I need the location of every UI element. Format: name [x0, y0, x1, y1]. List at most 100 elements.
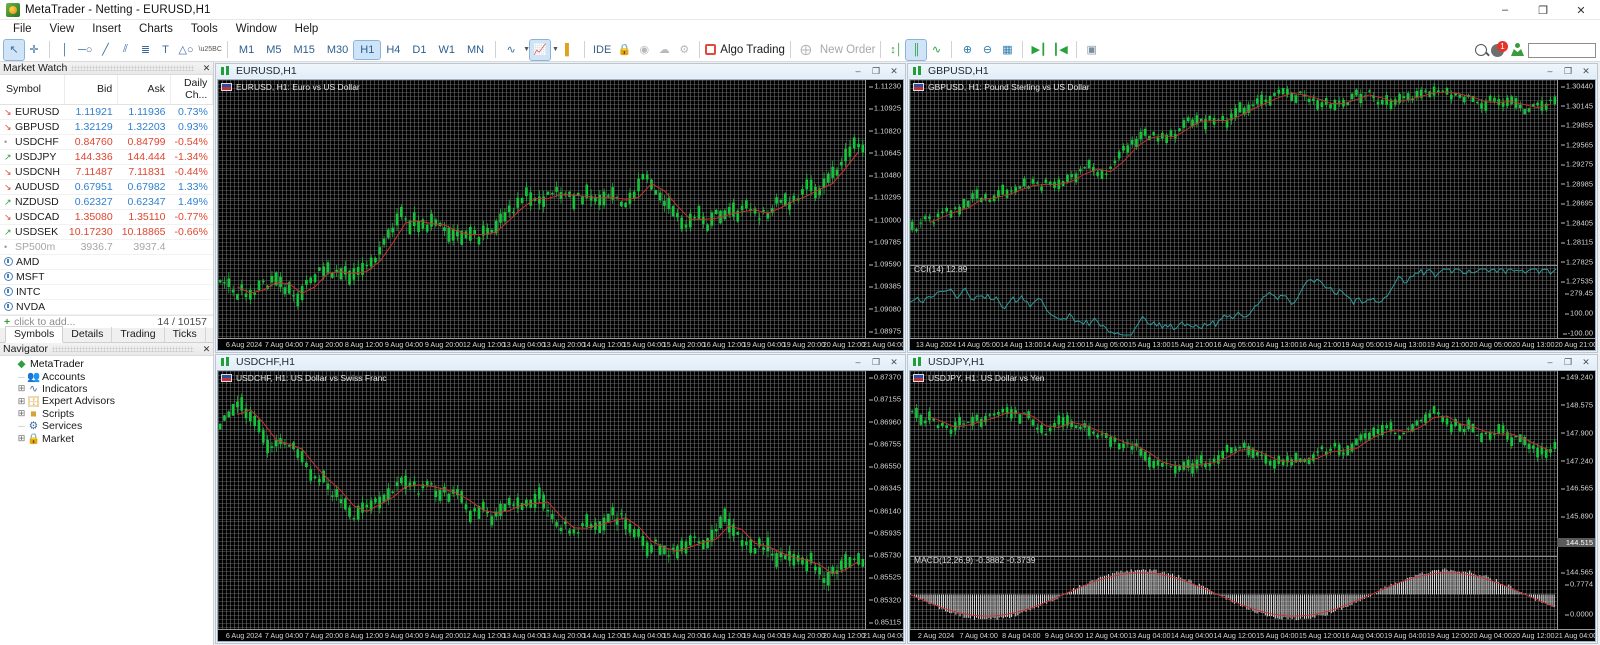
symbol-name[interactable]: ↘ AUDUSD [0, 179, 65, 195]
shapes-dropdown-icon[interactable]: \u25BC [198, 46, 222, 53]
timeframe-m30[interactable]: M30 [326, 43, 349, 56]
chart-window-eurusd[interactable]: EURUSD,H1 – ❐ ✕ EURUSD, H1: Euro vs US Dolla… [215, 63, 906, 353]
table-row[interactable]: ↘ USDCNH 7.11487 7.11831 -0.44% [0, 164, 213, 180]
candlesticks-icon[interactable]: ║ [905, 38, 928, 61]
chart-maximize-button[interactable]: ❐ [871, 356, 881, 367]
cloud-icon[interactable]: ☁ [658, 44, 670, 56]
new-order-label[interactable]: New Order [819, 43, 876, 56]
line-chart-icon[interactable]: ∿ [506, 44, 516, 56]
chart-minimize-button[interactable]: – [855, 357, 861, 367]
price-axis[interactable]: 149.240 148.575 147.900 147.240 146.565 145.8… [1557, 371, 1595, 641]
symbol-name[interactable]: ↘ USDCAD [0, 209, 65, 225]
column-bid[interactable]: Bid [64, 75, 119, 105]
line-mode-icon[interactable]: ∿ [931, 44, 942, 56]
expander-icon[interactable]: ─ [18, 371, 25, 382]
timeframe-m1[interactable]: M1 [238, 43, 255, 56]
symbol-name[interactable]: ↗ NZDUSD [0, 194, 65, 210]
symbol-name[interactable]: ↗ USDJPY [0, 149, 65, 165]
nav-item-expert-advisors[interactable]: ⊞ 🗄 Expert Advisors [0, 395, 213, 408]
chart-minimize-button[interactable]: – [1547, 357, 1553, 367]
symbol-name[interactable]: INTC [0, 284, 65, 300]
symbol-name[interactable]: • USDCHF [0, 134, 65, 150]
timeframe-h1[interactable]: H1 [353, 39, 382, 60]
column-ask[interactable]: Ask [117, 75, 172, 105]
column-daily-change[interactable]: Daily Ch... [170, 75, 214, 105]
symbol-name[interactable]: NVDA [0, 299, 65, 315]
algo-trading-icon[interactable] [705, 44, 717, 55]
symbol-name[interactable]: • SP500m [0, 239, 65, 255]
table-row[interactable]: INTC [0, 284, 213, 300]
bars-chart-icon[interactable]: ▌ [565, 43, 573, 56]
candles-chart-icon[interactable]: 📈 [529, 38, 552, 61]
crosshair-tool-icon[interactable]: ✛ [29, 44, 39, 56]
menu-item-insert[interactable]: Insert [92, 23, 122, 35]
line-chart-dropdown-icon[interactable]: ▼ [523, 46, 531, 53]
timeframe-h4[interactable]: H4 [386, 43, 401, 56]
zoom-out-icon[interactable]: ⊖ [982, 44, 993, 56]
navigator-close-icon[interactable]: ✕ [202, 343, 211, 354]
symbol-name[interactable]: ↘ USDCNH [0, 164, 65, 180]
cursor-tool-icon[interactable]: ↖ [3, 38, 25, 61]
search-icon[interactable] [1475, 44, 1487, 56]
tab-symbols[interactable]: Symbols [5, 326, 64, 343]
menu-item-view[interactable]: View [49, 23, 75, 35]
shapes-tool-icon[interactable]: △○ [178, 44, 194, 56]
lock-icon[interactable]: 🔒 [617, 44, 632, 56]
column-symbol[interactable]: Symbol [0, 75, 66, 105]
templates-icon[interactable]: ▣ [1086, 44, 1097, 56]
chart-maximize-button[interactable]: ❐ [1563, 356, 1573, 367]
expander-icon[interactable]: ─ [18, 421, 25, 432]
expander-icon[interactable]: ⊞ [17, 433, 26, 444]
table-row[interactable]: ↗ NZDUSD 0.62327 0.62347 1.49% [0, 194, 213, 210]
table-row[interactable]: ↘ EURUSD 1.11921 1.11936 0.73% [0, 104, 213, 120]
drag-handle[interactable] [71, 65, 194, 71]
chart-close-button[interactable]: ✕ [1582, 356, 1590, 367]
chart-close-button[interactable]: ✕ [890, 65, 898, 76]
symbol-name[interactable]: MSFT [0, 269, 65, 285]
menu-item-window[interactable]: Window [235, 23, 277, 35]
chart-canvas[interactable]: MACD(12,26,9) -0.3882 -0.3739 USDJPY, H1:… [909, 370, 1596, 642]
tester-icon[interactable]: ⚙ [679, 44, 690, 56]
fibonacci-tool-icon[interactable]: ≣ [140, 44, 151, 56]
menu-item-charts[interactable]: Charts [139, 23, 173, 35]
menu-item-file[interactable]: File [13, 23, 32, 35]
trendline-tool-icon[interactable]: ╱ [102, 44, 109, 56]
table-row[interactable]: • SP500m 3936.7 3937.4 [0, 239, 213, 255]
price-axis[interactable]: 1.30440 1.30145 1.29855 1.29565 1.29275 1.289… [1557, 80, 1595, 350]
notifications-icon[interactable]: 1 [1491, 41, 1508, 58]
timeframe-w1[interactable]: W1 [438, 43, 455, 56]
timeframe-m5[interactable]: M5 [266, 43, 282, 56]
chart-close-button[interactable]: ✕ [1582, 65, 1590, 76]
symbol-name[interactable]: AMD [0, 254, 65, 270]
tab-trading[interactable]: Trading [112, 327, 165, 342]
chart-window-usdchf[interactable]: USDCHF,H1 – ❐ ✕ USDCHF, H1: US Dollar vs Swi… [215, 354, 906, 644]
table-row[interactable]: ↘ USDCAD 1.35080 1.35110 -0.77% [0, 209, 213, 225]
horizontal-line-tool-icon[interactable]: ─○ [78, 43, 93, 56]
text-tool-icon[interactable]: T [162, 43, 169, 56]
ide-button[interactable]: IDE [592, 43, 612, 56]
drag-handle[interactable] [51, 346, 194, 352]
signal-icon[interactable]: ◉ [639, 44, 650, 56]
candles-chart-dropdown-icon[interactable]: ▼ [552, 46, 559, 53]
expander-icon[interactable]: ⊞ [17, 408, 26, 419]
tab-details[interactable]: Details [63, 327, 113, 342]
chart-window-usdjpy[interactable]: USDJPY,H1 – ❐ ✕ MACD(12,26,9) -0.3882 -0.373… [907, 354, 1598, 644]
algo-trading-label[interactable]: Algo Trading [720, 43, 785, 56]
time-axis[interactable]: 6 Aug 2024 7 Aug 04:00 7 Aug 20:00 8 Aug 12… [218, 629, 903, 641]
nav-item-metatrader[interactable]: ◆ MetaTrader [0, 358, 213, 370]
new-order-icon[interactable]: ⨁ [800, 44, 812, 56]
expander-icon[interactable]: ⊞ [17, 383, 26, 394]
symbol-name[interactable]: ↘ GBPUSD [0, 119, 65, 135]
chart-maximize-button[interactable]: ❐ [1563, 65, 1573, 76]
menu-item-tools[interactable]: Tools [190, 23, 218, 35]
close-button[interactable]: ✕ [1576, 4, 1586, 17]
timeframe-d1[interactable]: D1 [412, 43, 427, 56]
table-row[interactable]: ↘ GBPUSD 1.32129 1.32203 0.93% [0, 119, 213, 135]
nav-item-indicators[interactable]: ⊞ ∿ Indicators [0, 383, 213, 395]
price-axis[interactable]: 1.11230 1.10925 1.10820 1.10645 1.10480 1.102… [865, 80, 903, 350]
chart-minimize-button[interactable]: – [855, 66, 861, 76]
nav-item-services[interactable]: ─ ⚙ Services [0, 420, 213, 432]
table-row[interactable]: ↗ USDJPY 144.336 144.444 -1.34% [0, 149, 213, 165]
channel-tool-icon[interactable]: ⫽ [122, 43, 128, 55]
time-axis[interactable]: 6 Aug 2024 7 Aug 04:00 7 Aug 20:00 8 Aug 12… [218, 338, 903, 350]
